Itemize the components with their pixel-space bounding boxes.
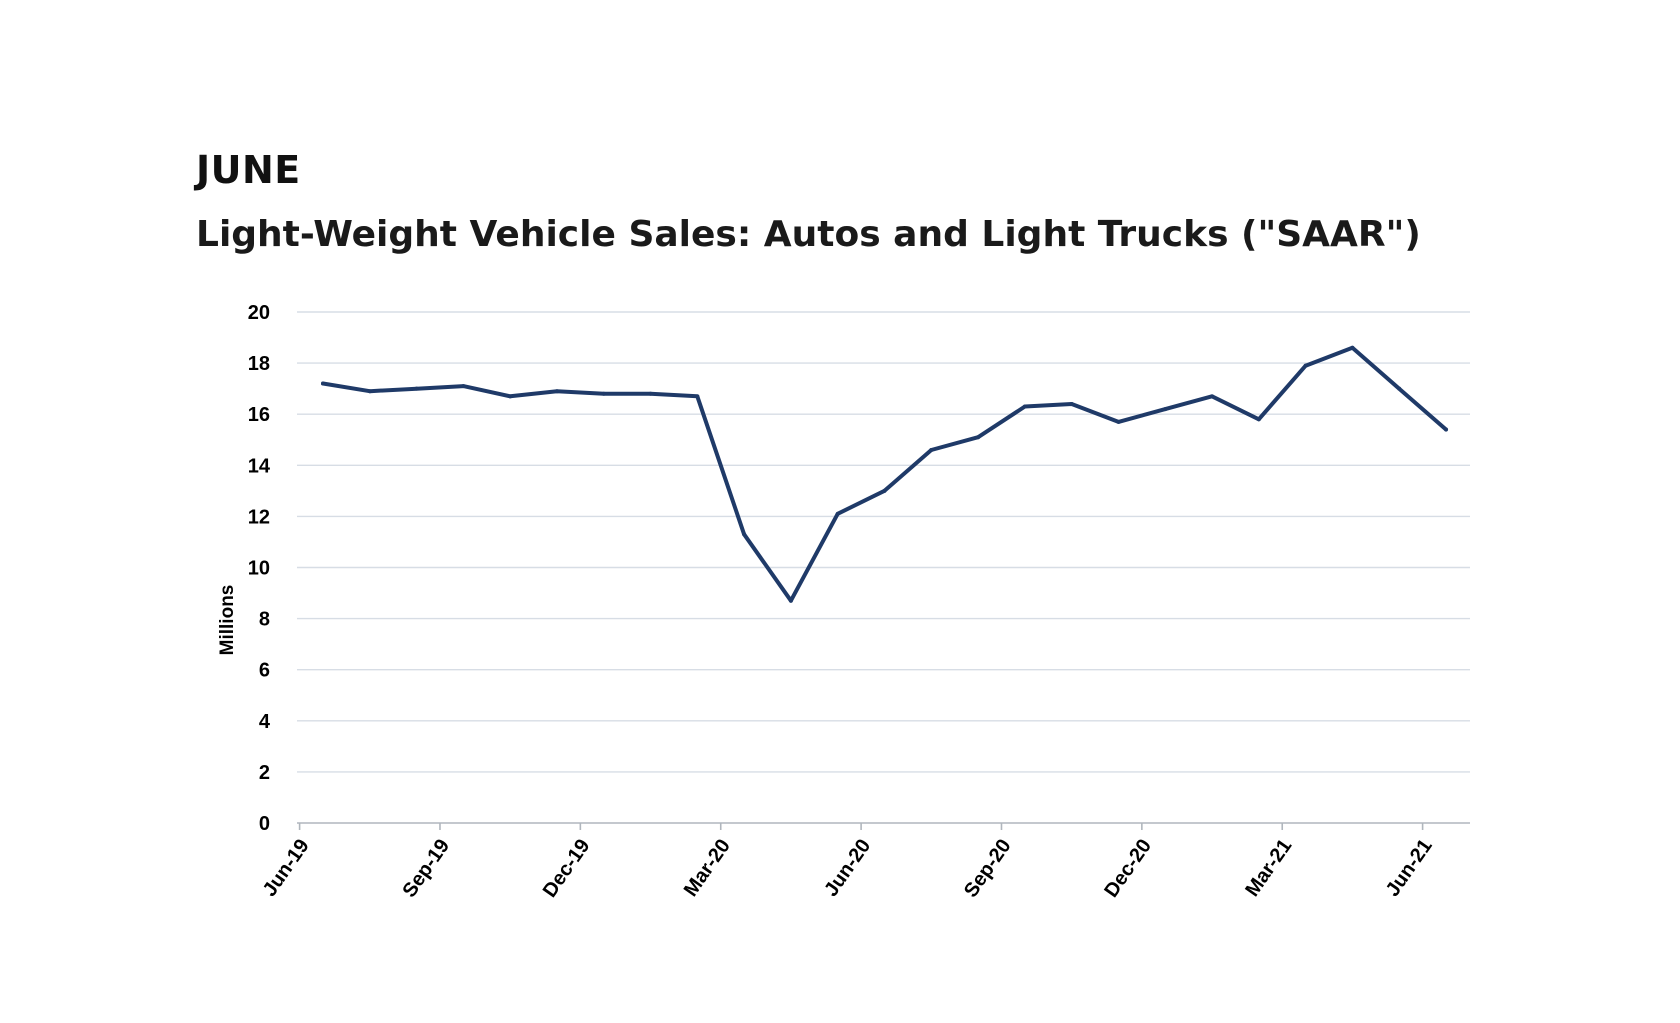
x-tick-label: Jun-20 <box>820 835 875 900</box>
data-point-Oct-19 <box>508 394 513 399</box>
data-point-Jul-19 <box>367 389 372 394</box>
data-point-Nov-19 <box>554 389 559 394</box>
data-point-Jan-21 <box>1210 394 1215 399</box>
y-tick-label: 20 <box>248 302 270 324</box>
x-tick-label: Mar-21 <box>1241 835 1296 900</box>
data-point-May-20 <box>835 511 840 516</box>
data-point-Apr-20 <box>788 598 793 603</box>
y-tick-label: 18 <box>248 353 270 375</box>
y-tick-label: 14 <box>248 455 271 477</box>
grid-lines <box>297 311 1470 773</box>
data-point-Jul-20 <box>929 447 934 452</box>
data-point-Aug-20 <box>976 435 981 440</box>
data-point-Feb-21 <box>1256 417 1261 422</box>
data-point-Mar-21 <box>1303 363 1308 368</box>
data-point-Sep-19 <box>461 384 466 389</box>
data-point-Jun-19 <box>321 381 325 386</box>
data-point-Feb-20 <box>695 394 700 399</box>
data-point-Sep-20 <box>1022 404 1027 409</box>
data-point-Mar-20 <box>742 532 747 537</box>
data-point-Aug-19 <box>414 386 419 391</box>
chart-subtitle: Light-Weight Vehicle Sales: Autos and Li… <box>196 214 1421 255</box>
x-tick-label: Mar-20 <box>680 835 735 900</box>
x-tick-label: Sep-20 <box>960 835 1016 901</box>
y-axis-tick-labels: 0 2 4 6 8 10 12 14 16 18 20 <box>248 302 271 835</box>
y-tick-label: 8 <box>259 609 270 631</box>
data-point-Apr-21 <box>1350 345 1355 350</box>
x-axis-tick-labels: Jun-19 Sep-19 Dec-19 Mar-20 Jun-20 Sep-20 Dec-… <box>259 835 1437 901</box>
series-line <box>321 345 1448 603</box>
x-tick-label: Dec-19 <box>539 835 595 901</box>
y-tick-label: 6 <box>259 660 270 682</box>
series-layer <box>321 345 1448 603</box>
y-tick-label: 4 <box>259 711 271 733</box>
y-tick-label: 12 <box>248 506 270 528</box>
data-point-May-21 <box>1397 386 1402 391</box>
x-tick-label: Jun-19 <box>259 835 314 900</box>
data-point-Dec-20 <box>1163 407 1168 412</box>
data-point-Dec-19 <box>601 391 606 396</box>
y-tick-label: 16 <box>248 404 270 426</box>
y-tick-label: 2 <box>259 762 270 784</box>
y-axis-label: Millions <box>217 585 238 656</box>
y-tick-label: 0 <box>259 813 270 835</box>
y-tick-label: 10 <box>248 558 270 580</box>
x-tick-label: Dec-20 <box>1100 835 1156 901</box>
data-point-Jan-20 <box>648 391 653 396</box>
data-point-Oct-20 <box>1069 401 1074 406</box>
x-axis <box>297 822 1470 830</box>
data-point-Jun-20 <box>882 488 887 493</box>
chart-heading: JUNE <box>196 148 301 192</box>
x-tick-label: Sep-19 <box>398 835 454 901</box>
data-point-Nov-20 <box>1116 419 1121 424</box>
x-tick-label: Jun-21 <box>1382 835 1437 900</box>
data-point-Jun-21 <box>1444 427 1448 432</box>
